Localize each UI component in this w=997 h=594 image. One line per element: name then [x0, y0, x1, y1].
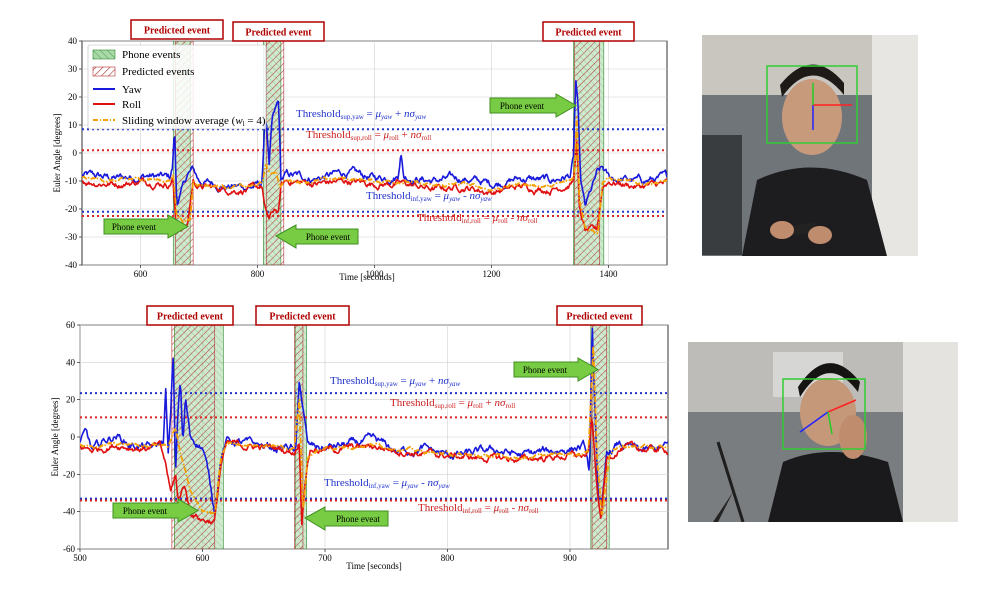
svg-text:Phone event: Phone event [112, 222, 157, 232]
top-xtick-label-800: 800 [251, 269, 265, 279]
bottom-series-sliding-average [80, 345, 668, 516]
top-xtick-label-1000: 1000 [366, 269, 385, 279]
webcam-photo-top [702, 35, 918, 256]
bottom-ytick-label--40: -40 [63, 507, 75, 517]
top-thr-inf-roll-label: Thresholdinf,roll = μroll - nσroll [417, 212, 538, 225]
bottom-ytick-label--20: -20 [63, 469, 75, 479]
svg-text:Phone eveat: Phone eveat [336, 514, 380, 524]
top-chart-legend: Phone events Predicted events Yaw Roll S… [87, 44, 267, 130]
top-ytick-label--30: -30 [65, 232, 77, 242]
bottom-predicted-event-label-2: Predicted event [255, 305, 350, 326]
top-ytick-label--10: -10 [65, 176, 77, 186]
bottom-xtick-label-800: 800 [441, 553, 455, 563]
top-xtick-label-600: 600 [134, 269, 148, 279]
bottom-chart-threshold-lines [80, 392, 668, 502]
top-xtick-label-1400: 1400 [600, 269, 619, 279]
face-detection-box-2 [782, 378, 866, 450]
legend-roll: Roll [122, 99, 141, 111]
top-thr-sup-roll-label: Thresholdsup,roll = μroll + nσroll [306, 129, 431, 142]
top-phone-event-callout-1: Phone event [103, 214, 190, 239]
top-predicted-event-label-2: Predicted event [232, 21, 325, 42]
bottom-ytick-label-60: 60 [66, 320, 76, 330]
svg-text:Phone event: Phone event [500, 101, 545, 111]
bottom-thr-sup-yaw-label: Thresholdsup,yaw = μyaw + nσyaw [330, 375, 461, 388]
top-predicted-event-label-3: Predicted event [542, 21, 635, 42]
legend-yaw: Yaw [122, 84, 142, 96]
svg-text:Phone event: Phone event [123, 506, 168, 516]
top-phone-event-callout-2: Phone event [274, 224, 359, 249]
bottom-ytick-label--60: -60 [63, 544, 75, 554]
bottom-thr-inf-roll-label: Thresholdinf,roll = μroll - nσroll [418, 502, 539, 515]
svg-text:Predicted event: Predicted event [269, 312, 336, 323]
webcam-photo-bottom [688, 342, 958, 522]
top-ytick-label-0: 0 [73, 148, 78, 158]
legend-phone-events: Phone events [122, 49, 180, 61]
bottom-chart-xlabel: Time [seconds] [346, 561, 401, 571]
top-chart-ylabel: Euler Angle [degrees] [52, 114, 62, 193]
top-thr-sup-yaw-label: Thresholdsup,yaw = μyaw + nσyaw [296, 108, 427, 121]
legend-phone-swatch [92, 49, 116, 60]
bottom-xtick-label-900: 900 [563, 553, 577, 563]
top-thr-inf-yaw-label: Thresholdinf,yaw = μyaw - nσyaw [366, 190, 492, 203]
bottom-xtick-label-700: 700 [318, 553, 332, 563]
bottom-thr-inf-yaw-label: Thresholdinf,yaw = μyaw - nσyaw [324, 477, 450, 490]
top-series-yaw [82, 80, 667, 206]
bottom-predicted-event-label-1: Predicted event [146, 305, 234, 326]
top-xtick-label-1200: 1200 [483, 269, 502, 279]
bottom-chart-ylabel: Euler Angle [degrees] [50, 398, 60, 477]
svg-text:Predicted event: Predicted event [566, 312, 633, 323]
top-chart: 600 800 1000 1200 1400-40-30-20-10010203040 … [52, 19, 668, 282]
bottom-xtick-label-600: 600 [196, 553, 210, 563]
legend-box [87, 44, 267, 130]
bottom-thr-sup-roll-label: Thresholdsup,roll = μroll + nσroll [390, 397, 515, 410]
top-ytick-label--20: -20 [65, 204, 77, 214]
top-ytick-label-10: 10 [68, 120, 78, 130]
bottom-ytick-label-20: 20 [66, 395, 76, 405]
legend-predicted-events: Predicted events [122, 66, 194, 78]
top-predicted-event-span-3 [574, 41, 601, 265]
bottom-phone-event-callout-3: Phone event [513, 357, 600, 382]
svg-text:Predicted event: Predicted event [157, 312, 224, 323]
bottom-chart-series [80, 327, 668, 526]
top-predicted-event-label-1: Predicted event [130, 19, 224, 40]
top-ytick-label-30: 30 [68, 64, 78, 74]
bottom-predicted-event-span-2 [294, 325, 304, 549]
svg-text:Phone event: Phone event [523, 365, 568, 375]
face-detection-box [766, 65, 858, 144]
bottom-chart: 500 600 700 800 900 -60 -40 -20 0 20 40 60 Time [se… [50, 305, 669, 571]
bottom-phone-event-callout-2: Phone eveat [303, 506, 389, 531]
bottom-xtick-label-500: 500 [73, 553, 87, 563]
svg-text:Predicted event: Predicted event [245, 28, 312, 39]
top-phone-event-callout-3: Phone event [489, 93, 578, 118]
top-ytick-label-20: 20 [68, 92, 78, 102]
top-chart-xlabel: Time [seconds] [339, 272, 394, 282]
top-predicted-event-span-2 [265, 41, 285, 265]
top-ytick-label--40: -40 [65, 260, 77, 270]
bottom-phone-event-callout-1: Phone event [112, 498, 200, 523]
svg-text:Predicted event: Predicted event [555, 28, 622, 39]
bottom-series-yaw [80, 327, 668, 515]
legend-avg: Sliding window average (wl = 4) [122, 115, 266, 128]
bottom-ytick-label-0: 0 [71, 432, 76, 442]
top-series-sliding-average [82, 116, 667, 235]
svg-text:Predicted event: Predicted event [144, 26, 211, 37]
top-chart-ticks: 600 800 1000 1200 1400 -40 -30 -20 -10 0 10 20 30 40 [65, 36, 618, 279]
bottom-chart-ticks: 500 600 700 800 900 -60 -40 -20 0 20 40 60 [63, 320, 577, 563]
svg-text:Phone event: Phone event [306, 232, 351, 242]
legend-predicted-swatch [92, 66, 116, 77]
bottom-ytick-label-40: 40 [66, 357, 76, 367]
top-ytick-label-40: 40 [68, 36, 78, 46]
bottom-predicted-event-label-3: Predicted event [556, 305, 643, 326]
